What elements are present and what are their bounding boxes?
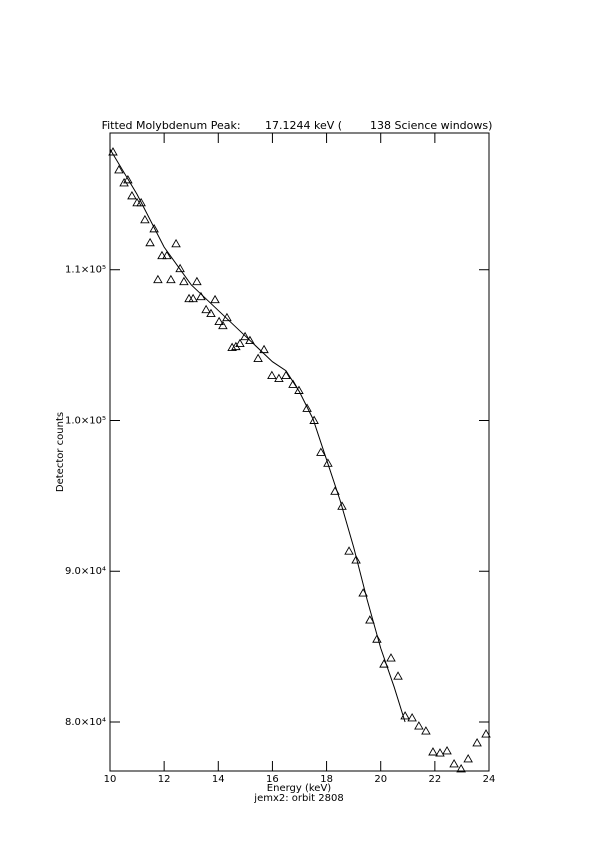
data-point (153, 274, 163, 284)
data-point (449, 759, 459, 768)
data-point (227, 342, 237, 351)
data-point (175, 263, 185, 273)
data-point (472, 738, 482, 747)
data-point (267, 370, 277, 380)
data-point (171, 238, 181, 248)
x-tick-label: 20 (374, 774, 387, 785)
x-tick-label: 18 (320, 774, 333, 785)
data-point (456, 763, 466, 773)
data-point (235, 338, 245, 348)
data-point (214, 316, 224, 326)
y-tick-label: 1.1×10⁵ (65, 265, 106, 276)
data-point (179, 276, 189, 286)
data-point (281, 370, 291, 380)
data-point (145, 237, 155, 247)
data-point (323, 458, 333, 467)
data-point (414, 721, 424, 730)
data-point (184, 293, 194, 303)
data-point (442, 746, 452, 755)
data-point (481, 729, 491, 738)
data-point (344, 546, 354, 555)
data-point (218, 320, 228, 330)
x-tick-label: 16 (266, 774, 279, 785)
data-point (140, 214, 150, 224)
fit-line (109, 148, 406, 723)
data-point (274, 373, 284, 383)
subtitle: jemx2: orbit 2808 (253, 793, 343, 804)
y-tick-label: 8.0×10⁴ (65, 717, 106, 728)
x-tick-label: 14 (212, 774, 225, 785)
data-point (463, 754, 473, 763)
data-point (407, 713, 417, 722)
data-point (188, 293, 198, 303)
data-point (259, 344, 269, 354)
y-tick-label: 1.0×10⁵ (65, 415, 106, 426)
data-point (386, 653, 396, 662)
data-point (192, 276, 202, 286)
x-tick-label: 10 (104, 774, 117, 785)
data-point (157, 250, 167, 260)
data-point (136, 197, 146, 207)
data-point (337, 501, 347, 510)
data-point (119, 177, 129, 187)
data-point (201, 304, 211, 314)
x-tick-label: 12 (158, 774, 171, 785)
x-axis-label: Energy (keV) (267, 783, 332, 794)
data-point (372, 634, 382, 643)
data-point (114, 165, 124, 174)
data-point (253, 353, 263, 362)
data-point (123, 174, 133, 184)
data-point (435, 748, 445, 757)
data-point (240, 331, 250, 341)
data-point (210, 294, 220, 304)
data-point (302, 403, 312, 412)
data-point (127, 190, 137, 200)
y-axis-label: Detector counts (55, 412, 66, 492)
data-point (351, 555, 361, 564)
data-point (149, 223, 159, 233)
data-point (393, 671, 403, 680)
chart-title: Fitted Molybdenum Peak: 17.1244 keV ( 13… (102, 119, 493, 132)
data-point (222, 312, 232, 322)
x-tick-label: 24 (483, 774, 496, 785)
data-point (365, 615, 375, 624)
data-point (245, 335, 255, 345)
plot-frame (109, 132, 490, 772)
data-point (206, 308, 216, 318)
data-point (316, 447, 326, 456)
x-tick-label: 22 (428, 774, 441, 785)
data-point (162, 250, 172, 260)
data-point (166, 274, 176, 284)
y-tick-label: 9.0×10⁴ (65, 566, 106, 577)
data-point (294, 385, 304, 394)
data-point (421, 726, 431, 735)
data-point (428, 747, 438, 756)
data-point (231, 341, 241, 351)
